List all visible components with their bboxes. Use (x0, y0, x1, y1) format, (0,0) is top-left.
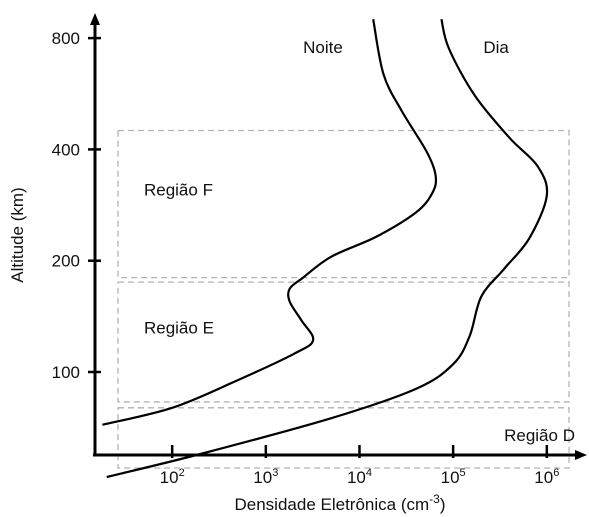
series-line-dia (106, 18, 549, 479)
region-box-regi-o-f (117, 129, 570, 279)
x-tick-label-1000: 103 (253, 467, 278, 487)
region-label-regi-o-f: Região F (144, 181, 213, 200)
x-tick-label-10000: 104 (347, 467, 372, 487)
region-box-regi-o-e (117, 281, 570, 403)
series-line-noite (102, 18, 438, 426)
series-layer: Noite Dia (102, 18, 549, 479)
x-axis-label-sup: -3 (429, 492, 440, 506)
region-label-regi-o-e: Região E (144, 319, 214, 338)
x-axis-arrow (575, 450, 587, 460)
y-tick-label-400: 400 (52, 140, 80, 159)
axes-layer (90, 13, 587, 460)
x-axis-label-close: ) (440, 495, 446, 514)
y-tick-label-800: 800 (52, 29, 80, 48)
series-label-noite: Noite (303, 38, 343, 57)
regions-layer: Região F Região E Região D (117, 129, 575, 469)
x-tick-label-100: 102 (160, 467, 185, 487)
x-axis-label-main: Densidade Eletrônica (cm (235, 495, 430, 514)
region-label-regi-o-d: Região D (504, 426, 575, 445)
x-axis-label: Densidade Eletrônica (cm-3) (235, 492, 446, 514)
labels-layer: Altitude (km) Densidade Eletrônica (cm-3… (8, 187, 446, 514)
region-box-regi-o-d (117, 407, 570, 469)
y-axis-arrow (90, 13, 100, 25)
series-label-dia: Dia (483, 38, 509, 57)
ticks-layer: 100 200 400 800 102 103 104 105 106 (52, 29, 560, 487)
y-tick-label-200: 200 (52, 252, 80, 271)
y-axis-label: Altitude (km) (8, 187, 27, 282)
x-tick-label-100000: 105 (441, 467, 466, 487)
y-tick-label-100: 100 (52, 363, 80, 382)
x-tick-label-1000000: 106 (534, 467, 559, 487)
